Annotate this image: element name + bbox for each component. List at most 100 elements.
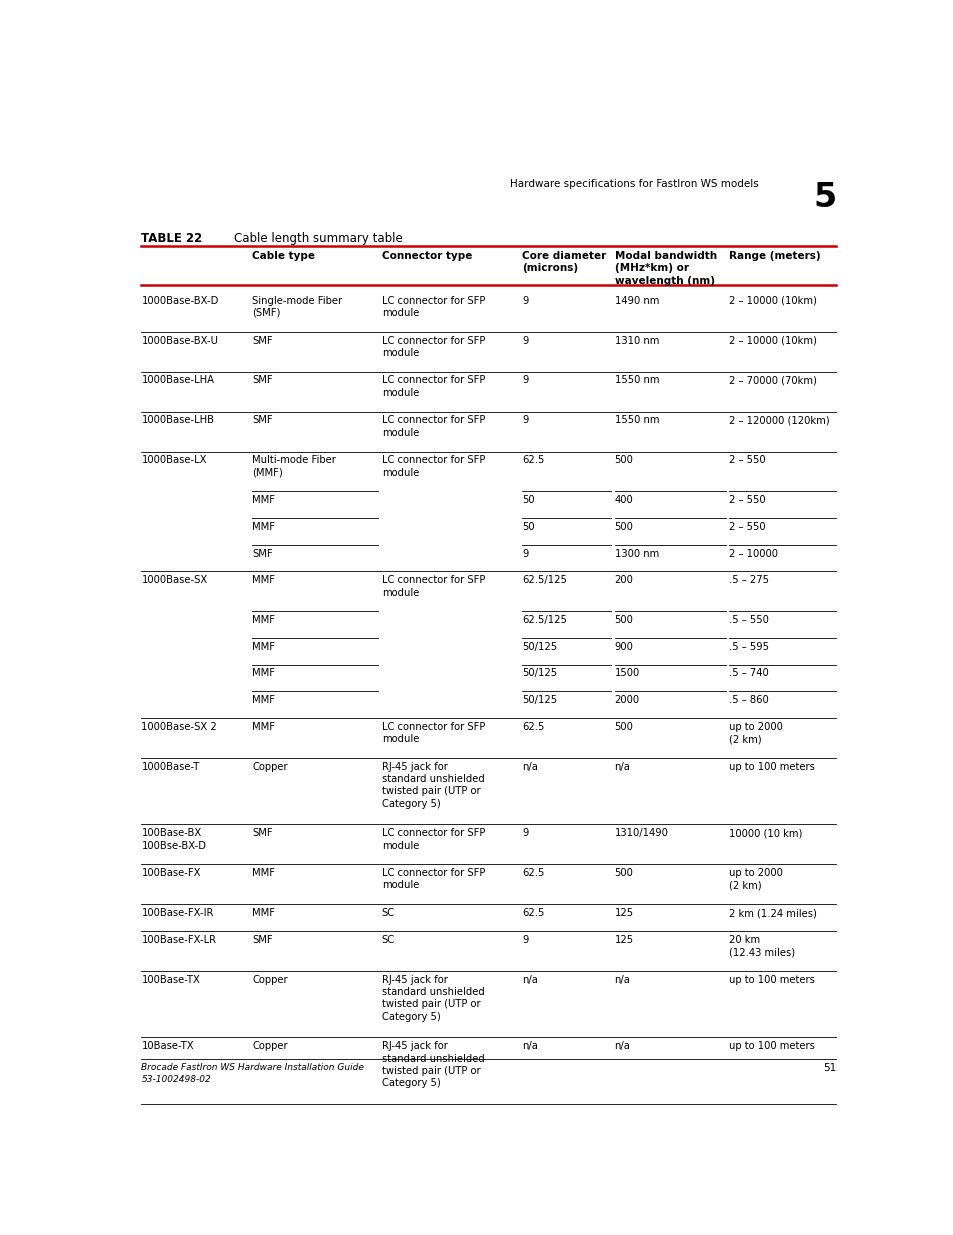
Text: 200: 200 <box>614 576 633 585</box>
Text: 100Base-BX
100Bse-BX-D: 100Base-BX 100Bse-BX-D <box>141 829 206 851</box>
Text: 400: 400 <box>614 495 633 505</box>
Text: 9: 9 <box>521 829 528 839</box>
Text: 1000Base-SX: 1000Base-SX <box>141 576 208 585</box>
Text: MMF: MMF <box>252 695 275 705</box>
Text: SC: SC <box>381 935 395 945</box>
Text: 1310/1490: 1310/1490 <box>614 829 668 839</box>
Text: n/a: n/a <box>614 1041 630 1051</box>
Text: 50/125: 50/125 <box>521 668 557 678</box>
Text: 62.5: 62.5 <box>521 908 544 918</box>
Text: SMF: SMF <box>252 375 273 385</box>
Text: MMF: MMF <box>252 495 275 505</box>
Text: Cable type: Cable type <box>252 251 315 261</box>
Text: 1000Base-LHB: 1000Base-LHB <box>141 415 214 425</box>
Text: 50: 50 <box>521 495 535 505</box>
Text: LC connector for SFP
module: LC connector for SFP module <box>381 295 484 317</box>
Text: Copper: Copper <box>252 1041 288 1051</box>
Text: 500: 500 <box>614 721 633 731</box>
Text: SMF: SMF <box>252 935 273 945</box>
Text: 1000Base-T: 1000Base-T <box>141 762 199 772</box>
Text: 50/125: 50/125 <box>521 695 557 705</box>
Text: LC connector for SFP
module: LC connector for SFP module <box>381 375 484 398</box>
Text: MMF: MMF <box>252 522 275 532</box>
Text: LC connector for SFP
module: LC connector for SFP module <box>381 415 484 438</box>
Text: 9: 9 <box>521 415 528 425</box>
Text: .5 – 740: .5 – 740 <box>728 668 768 678</box>
Text: 20 km
(12.43 miles): 20 km (12.43 miles) <box>728 935 795 957</box>
Text: 500: 500 <box>614 868 633 878</box>
Text: TABLE 22: TABLE 22 <box>141 232 202 245</box>
Text: SMF: SMF <box>252 829 273 839</box>
Text: 100Base-FX-LR: 100Base-FX-LR <box>141 935 216 945</box>
Text: up to 100 meters: up to 100 meters <box>728 974 814 984</box>
Text: 1550 nm: 1550 nm <box>614 375 659 385</box>
Text: 9: 9 <box>521 935 528 945</box>
Text: 62.5: 62.5 <box>521 721 544 731</box>
Text: 1000Base-BX-U: 1000Base-BX-U <box>141 336 218 346</box>
Text: 1490 nm: 1490 nm <box>614 295 659 305</box>
Text: 100Base-TX: 100Base-TX <box>141 974 200 984</box>
Text: 2 – 550: 2 – 550 <box>728 522 765 532</box>
Text: RJ-45 jack for
standard unshielded
twisted pair (UTP or
Category 5): RJ-45 jack for standard unshielded twist… <box>381 1041 484 1088</box>
Text: MMF: MMF <box>252 576 275 585</box>
Text: n/a: n/a <box>521 974 537 984</box>
Text: 2 – 10000: 2 – 10000 <box>728 548 778 558</box>
Text: 100Base-FX: 100Base-FX <box>141 868 201 878</box>
Text: 1310 nm: 1310 nm <box>614 336 659 346</box>
Text: 62.5/125: 62.5/125 <box>521 576 566 585</box>
Text: 10Base-TX: 10Base-TX <box>141 1041 193 1051</box>
Text: RJ-45 jack for
standard unshielded
twisted pair (UTP or
Category 5): RJ-45 jack for standard unshielded twist… <box>381 762 484 809</box>
Text: MMF: MMF <box>252 642 275 652</box>
Text: up to 100 meters: up to 100 meters <box>728 762 814 772</box>
Text: 1000Base-LHA: 1000Base-LHA <box>141 375 214 385</box>
Text: Connector type: Connector type <box>381 251 472 261</box>
Text: 1000Base-LX: 1000Base-LX <box>141 456 207 466</box>
Text: 125: 125 <box>614 908 633 918</box>
Text: Modal bandwidth
(MHz*km) or
wavelength (nm): Modal bandwidth (MHz*km) or wavelength (… <box>614 251 716 285</box>
Text: 1000Base-BX-D: 1000Base-BX-D <box>141 295 218 305</box>
Text: LC connector for SFP
module: LC connector for SFP module <box>381 336 484 358</box>
Text: 5: 5 <box>812 182 836 215</box>
Text: 2 – 550: 2 – 550 <box>728 456 765 466</box>
Text: n/a: n/a <box>614 974 630 984</box>
Text: MMF: MMF <box>252 668 275 678</box>
Text: LC connector for SFP
module: LC connector for SFP module <box>381 721 484 743</box>
Text: 50/125: 50/125 <box>521 642 557 652</box>
Text: n/a: n/a <box>521 1041 537 1051</box>
Text: LC connector for SFP
module: LC connector for SFP module <box>381 868 484 890</box>
Text: .5 – 860: .5 – 860 <box>728 695 768 705</box>
Text: MMF: MMF <box>252 908 275 918</box>
Text: 1000Base-SX 2: 1000Base-SX 2 <box>141 721 217 731</box>
Text: 62.5: 62.5 <box>521 456 544 466</box>
Text: LC connector for SFP
module: LC connector for SFP module <box>381 576 484 598</box>
Text: 51: 51 <box>822 1063 836 1073</box>
Text: MMF: MMF <box>252 615 275 625</box>
Text: Copper: Copper <box>252 762 288 772</box>
Text: Brocade FastIron WS Hardware Installation Guide
53-1002498-02: Brocade FastIron WS Hardware Installatio… <box>141 1063 364 1084</box>
Text: n/a: n/a <box>614 762 630 772</box>
Text: Single-mode Fiber
(SMF): Single-mode Fiber (SMF) <box>252 295 342 317</box>
Text: 2 – 10000 (10km): 2 – 10000 (10km) <box>728 336 816 346</box>
Text: MMF: MMF <box>252 868 275 878</box>
Text: SC: SC <box>381 908 395 918</box>
Text: n/a: n/a <box>521 762 537 772</box>
Text: 9: 9 <box>521 336 528 346</box>
Text: Copper: Copper <box>252 974 288 984</box>
Text: 9: 9 <box>521 548 528 558</box>
Text: 2 – 550: 2 – 550 <box>728 495 765 505</box>
Text: Multi-mode Fiber
(MMF): Multi-mode Fiber (MMF) <box>252 456 335 478</box>
Text: MMF: MMF <box>252 721 275 731</box>
Text: LC connector for SFP
module: LC connector for SFP module <box>381 456 484 478</box>
Text: 2 – 10000 (10km): 2 – 10000 (10km) <box>728 295 816 305</box>
Text: up to 2000
(2 km): up to 2000 (2 km) <box>728 868 782 890</box>
Text: SMF: SMF <box>252 336 273 346</box>
Text: 500: 500 <box>614 522 633 532</box>
Text: 500: 500 <box>614 615 633 625</box>
Text: .5 – 550: .5 – 550 <box>728 615 768 625</box>
Text: up to 2000
(2 km): up to 2000 (2 km) <box>728 721 782 743</box>
Text: 500: 500 <box>614 456 633 466</box>
Text: 62.5: 62.5 <box>521 868 544 878</box>
Text: .5 – 275: .5 – 275 <box>728 576 768 585</box>
Text: 1300 nm: 1300 nm <box>614 548 659 558</box>
Text: 10000 (10 km): 10000 (10 km) <box>728 829 801 839</box>
